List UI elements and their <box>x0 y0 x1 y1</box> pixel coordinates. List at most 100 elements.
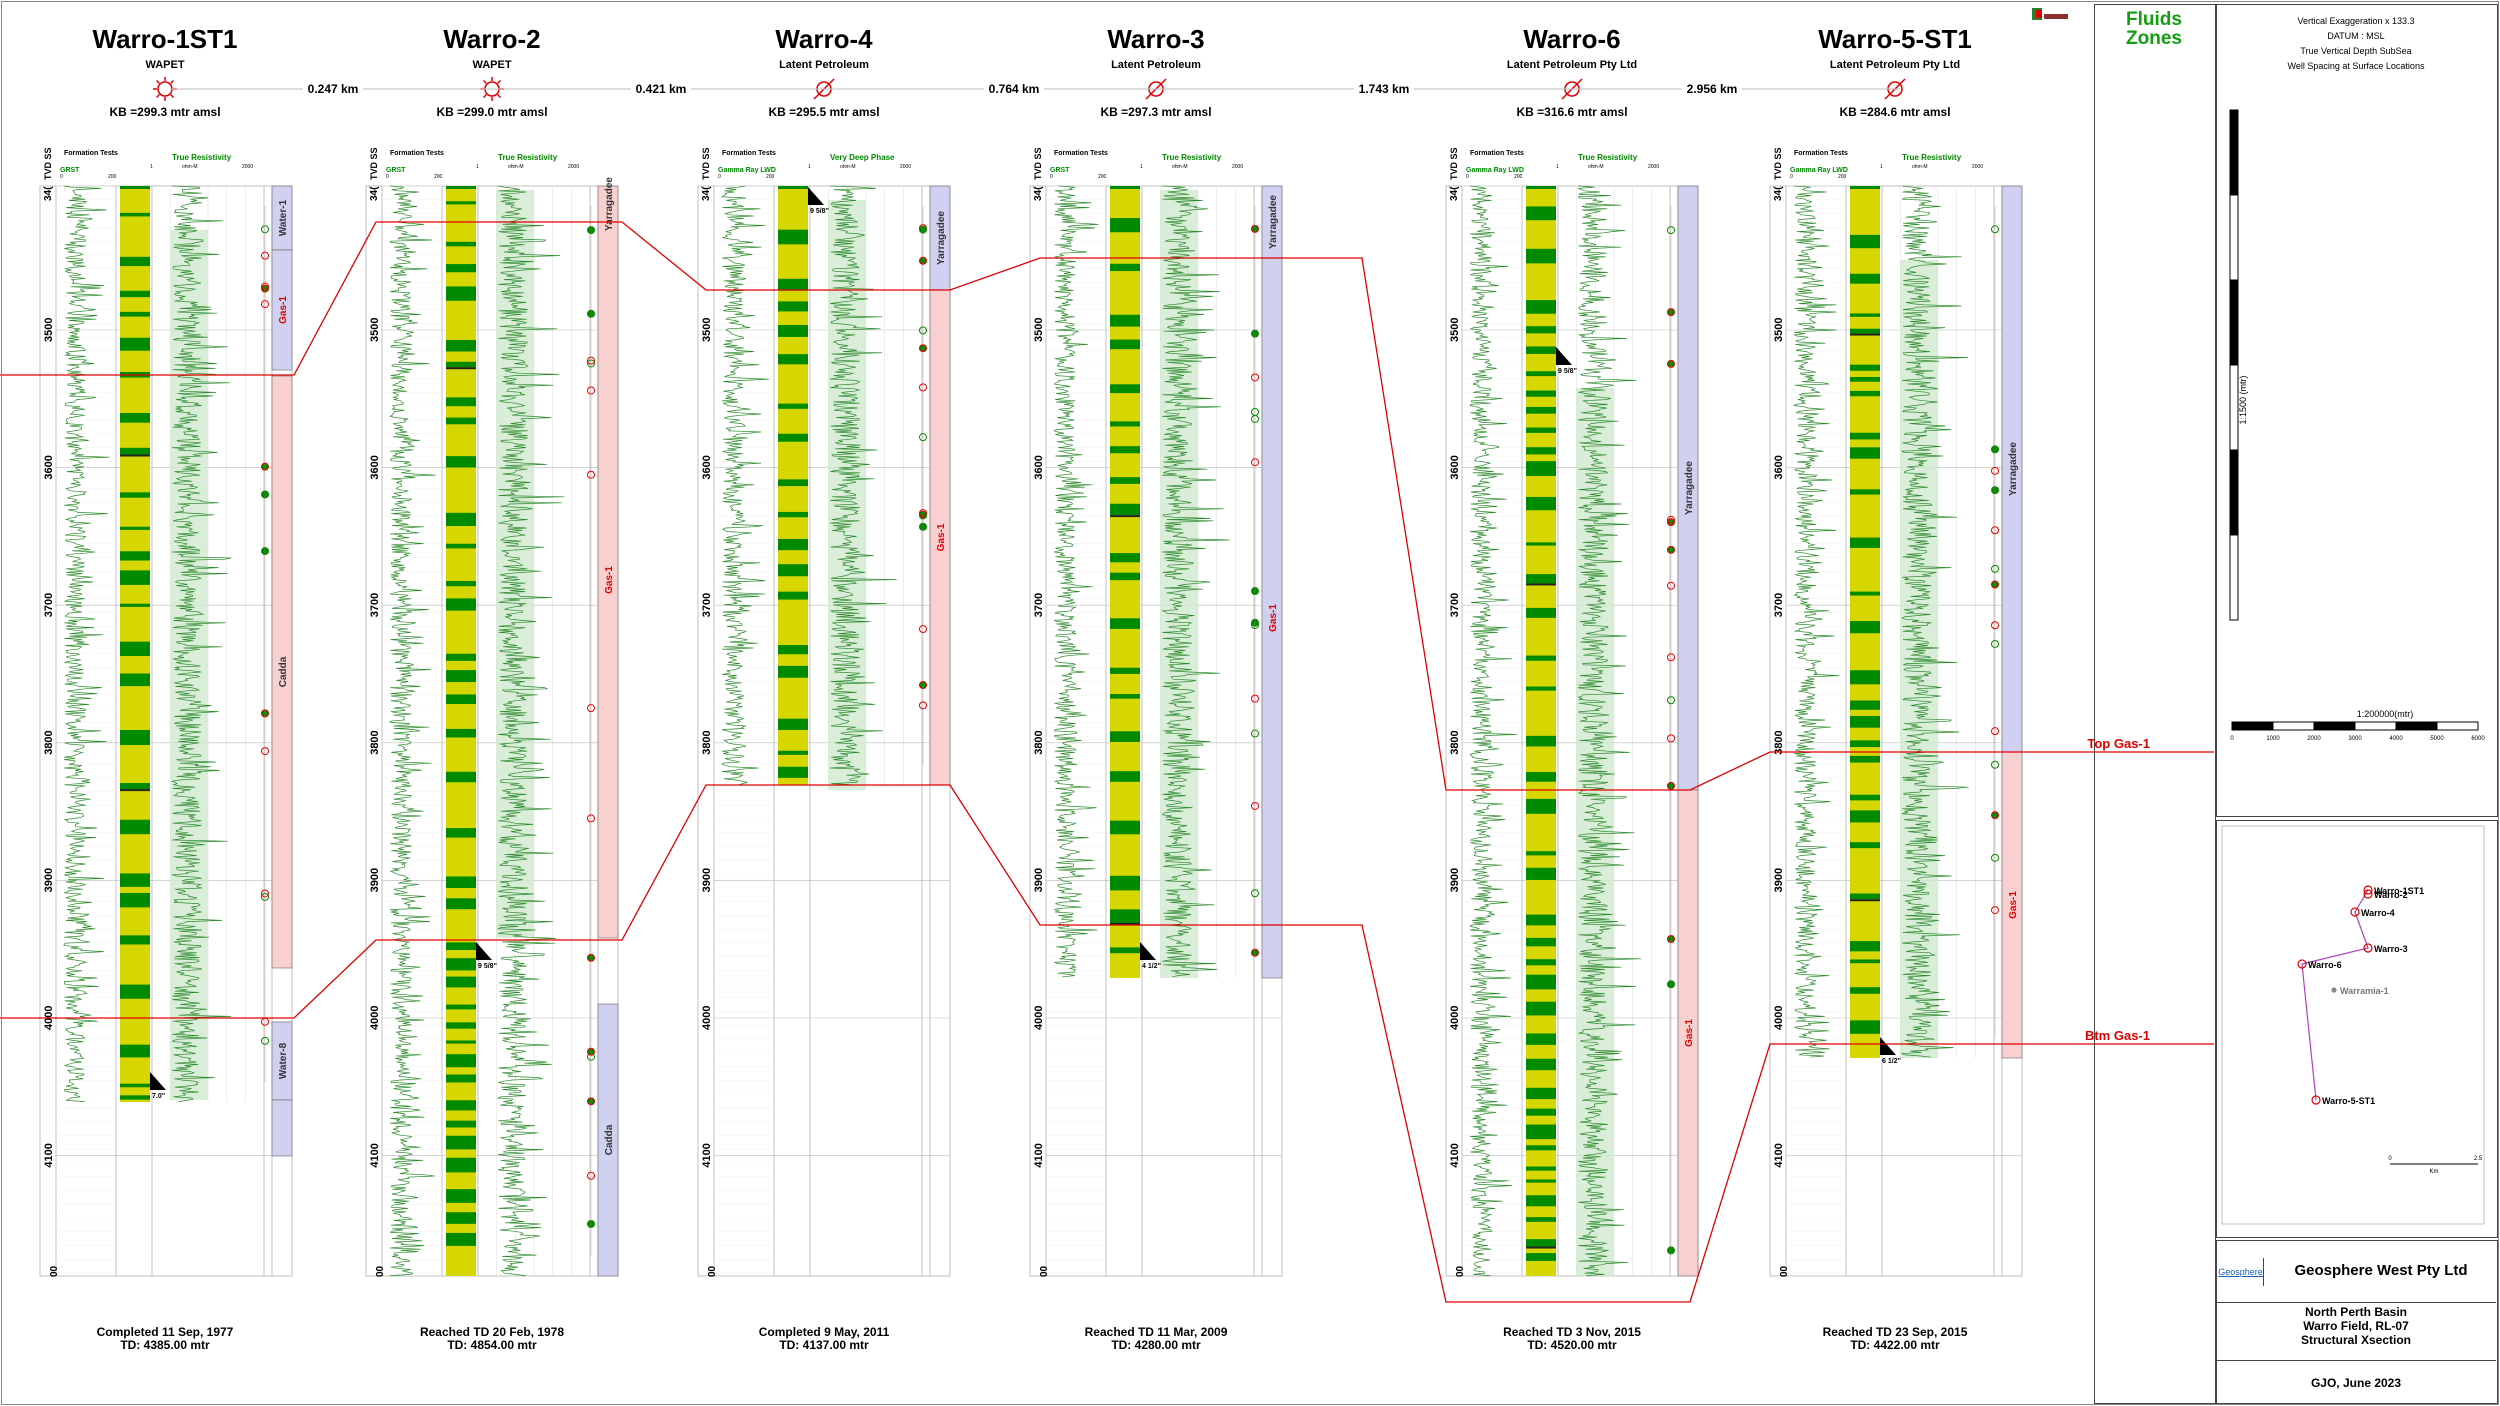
well-column-6: Warro-5-ST1 Latent Petroleum Pty Ltd KB =2… <box>1769 24 2023 1352</box>
coal-band <box>120 789 150 792</box>
shale-band <box>778 229 808 245</box>
shale-band <box>1850 621 1880 634</box>
resistivity-curve <box>170 185 232 1102</box>
casing-size: 9 5/8" <box>1558 368 1577 375</box>
total-depth: TD: 4422.00 mtr <box>1850 1338 1940 1352</box>
tvd-header: TVD SS <box>1773 147 1783 180</box>
vertical-scale-bar <box>2229 109 2239 621</box>
shale-band <box>1110 667 1140 674</box>
shale-band <box>120 819 150 835</box>
gr-scale-max: 200 <box>108 174 117 180</box>
shale-band <box>1850 810 1880 823</box>
shale-band <box>120 1083 150 1088</box>
well-spacing-label: 0.421 km <box>636 82 687 96</box>
shale-band <box>778 278 808 291</box>
shale-band <box>120 935 150 945</box>
gr-scale-max: 200 <box>1838 174 1847 180</box>
depth-label: 4000 <box>701 1006 713 1030</box>
shale-band <box>1110 339 1140 350</box>
map-well-marker <box>2331 987 2337 993</box>
shale-band <box>778 718 808 730</box>
shale-band <box>1526 772 1556 782</box>
map-well-marker <box>2350 907 2360 917</box>
shale-band <box>120 311 150 317</box>
shale-band <box>1850 941 1880 952</box>
bottom-gas1-marker-label: Btm Gas-1 <box>2085 1028 2150 1043</box>
map-well-label: Warro-5-ST1 <box>2322 1096 2375 1106</box>
formation-tests-header: Formation Tests <box>1054 150 1108 157</box>
shale-band <box>1526 1179 1556 1183</box>
shale-band <box>446 670 476 683</box>
shale-band <box>1526 1087 1556 1100</box>
shale-band <box>1526 1166 1556 1171</box>
gr-scale-min: 0 <box>718 174 721 180</box>
resistivity-curve <box>829 185 897 786</box>
casing-size: 9 5/8" <box>478 963 497 970</box>
shale-band <box>446 694 476 704</box>
depth-label: 4000 <box>1033 1006 1045 1030</box>
bottom-depth-label: 00 <box>1039 1265 1050 1277</box>
zone-label: Gas-1 <box>2008 891 2019 919</box>
resistivity-curve <box>1900 185 1969 1058</box>
res-scale-min: 1 <box>1556 164 1559 170</box>
top-depth-label: 34( <box>1449 186 1460 201</box>
shale-band <box>1526 447 1556 455</box>
bottom-gas1-correlation-line <box>0 784 2214 1303</box>
shale-band <box>1850 234 1880 249</box>
shale-band <box>1850 1020 1880 1034</box>
horizontal-scale-tick: 4000 <box>2389 736 2403 742</box>
formation-tests-header: Formation Tests <box>390 150 444 157</box>
well-name: Warro-5-ST1 <box>1818 24 1972 54</box>
res-scale-min: 1 <box>808 164 811 170</box>
zone-label: Gas-1 <box>1268 604 1279 632</box>
shale-band <box>1850 715 1880 728</box>
shale-band <box>1110 218 1140 233</box>
shale-band <box>446 728 476 738</box>
resistivity-unit: ohm-M <box>182 164 198 170</box>
depth-label: 3900 <box>1449 868 1461 892</box>
completion-date: Completed 9 May, 2011 <box>759 1325 890 1339</box>
top-depth-label: 34( <box>701 186 712 201</box>
author-date: GJO, June 2023 <box>2310 1376 2402 1390</box>
resistivity-unit: ohm-M <box>508 164 524 170</box>
map-well-marker <box>2311 1095 2321 1105</box>
fluids-zones-panel <box>2094 4 2216 1404</box>
tvd-header: TVD SS <box>369 147 379 180</box>
well-spacing-label: 0.247 km <box>308 82 359 96</box>
resistivity-curve <box>496 185 565 1276</box>
shale-band <box>446 976 476 988</box>
horizontal-scale-tick: 2000 <box>2307 736 2321 742</box>
depth-label: 4000 <box>1449 1006 1461 1030</box>
bottom-depth-label: 00 <box>1455 1265 1466 1277</box>
shale-band <box>1110 947 1140 954</box>
shale-band <box>120 873 150 887</box>
shale-band <box>446 1157 476 1173</box>
shale-band <box>1850 700 1880 710</box>
res-scale-min: 1 <box>150 164 153 170</box>
res-scale-min: 1 <box>1880 164 1883 170</box>
depth-label: 3800 <box>1449 730 1461 754</box>
horizontal-scale-tick: 6000 <box>2471 736 2485 742</box>
shale-band <box>120 290 150 298</box>
map-well-marker <box>2363 885 2373 895</box>
depth-label: 3500 <box>1773 318 1785 342</box>
gr-scale-max: 200 <box>1514 174 1523 180</box>
resistivity-curve <box>1161 185 1230 978</box>
shale-band <box>778 511 808 518</box>
gr-curve <box>721 185 770 786</box>
project-field: Warro Field, RL-07 <box>2303 1319 2409 1333</box>
shale-band <box>1850 489 1880 495</box>
shale-band <box>778 301 808 312</box>
shale-band <box>1526 496 1556 511</box>
section-line <box>2301 889 2369 1101</box>
project-basin: North Perth Basin <box>2304 1305 2407 1319</box>
casing-shoe-icon <box>808 187 824 205</box>
horizontal-scale-tick: 1000 <box>2266 736 2280 742</box>
shale-band <box>1850 755 1880 763</box>
gr-scale-max: 200 <box>434 174 443 180</box>
res-scale-max: 2000 <box>568 164 579 170</box>
shale-band <box>1526 1253 1556 1261</box>
shale-band <box>1526 1239 1556 1247</box>
shale-band <box>1850 959 1880 964</box>
shale-band <box>1526 1145 1556 1151</box>
